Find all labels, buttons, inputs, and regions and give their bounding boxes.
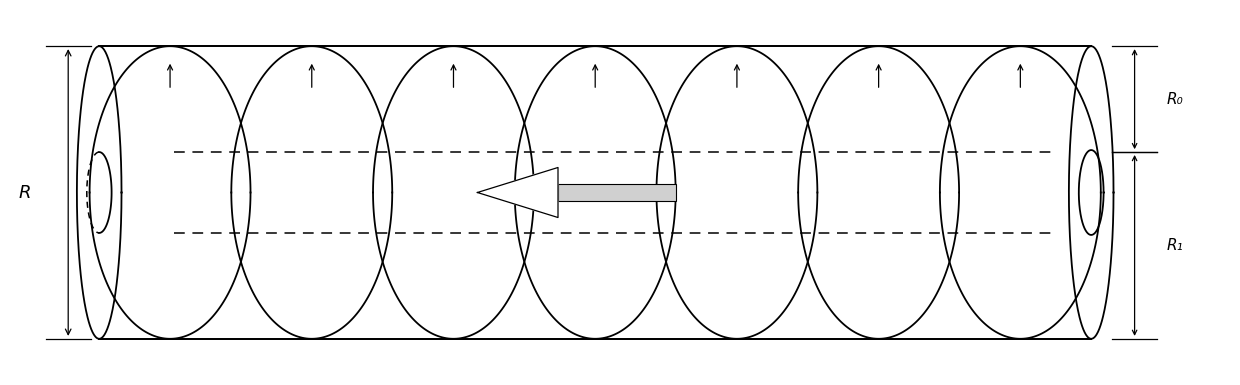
Text: R: R [19, 184, 31, 201]
Text: R₀: R₀ [1167, 92, 1184, 107]
Polygon shape [477, 167, 558, 218]
Bar [558, 184, 676, 201]
Text: R₁: R₁ [1167, 238, 1184, 253]
